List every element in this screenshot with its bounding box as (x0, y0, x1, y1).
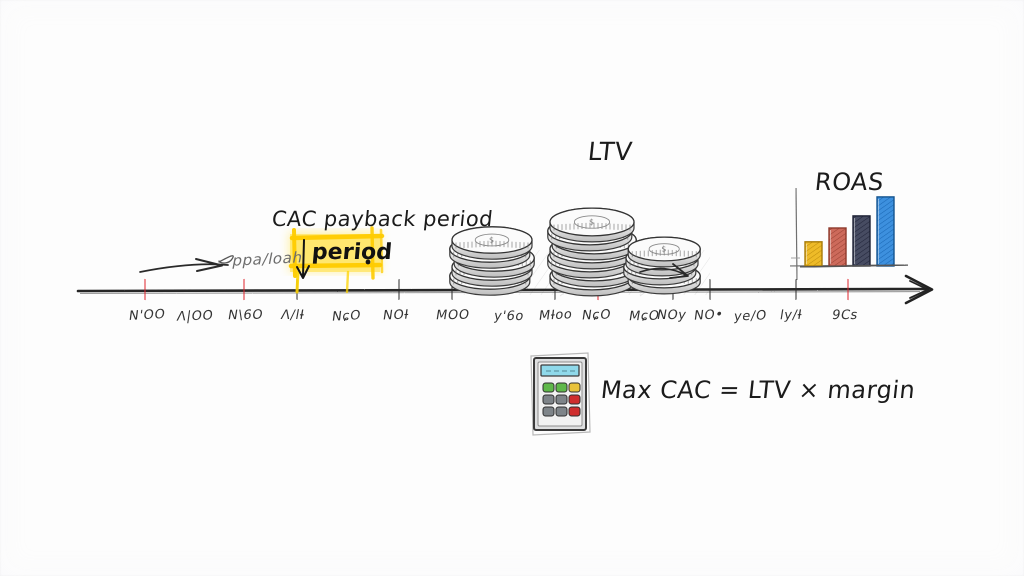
coin-face (549, 207, 635, 237)
roas-label: ROAS (813, 168, 886, 196)
calculator-button (542, 394, 555, 405)
ltv-label: LTV (586, 137, 634, 166)
roas-chart (789, 187, 909, 281)
max-cac-formula: Max CAC = LTV × margin (599, 376, 917, 404)
cac-payback-title: CAC payback period (270, 207, 495, 231)
timeline-tick-label: Λ|OO (175, 308, 215, 325)
timeline-tick (846, 278, 850, 301)
scribble-note: ppa/loah (230, 248, 305, 270)
timeline-tick-label: уе/O (732, 308, 768, 325)
timeline-tick-label: N'OO (127, 307, 167, 324)
timeline-tick-label: NɕO (330, 308, 362, 325)
coin-face (627, 236, 701, 262)
timeline-tick-label: NO• (692, 307, 725, 324)
svg-text:$: $ (489, 236, 494, 245)
down-arrow-icon (296, 239, 310, 279)
timeline-tick-label: NOƗ (381, 307, 410, 324)
timeline-tick-label: MƗοo (537, 307, 574, 324)
coin-stacks: $ $ $ (449, 207, 701, 297)
svg-text:$: $ (589, 218, 594, 227)
calculator-button (555, 406, 568, 417)
roas-bars (799, 196, 909, 268)
coins-pointer-arrow (639, 263, 689, 279)
timeline-tick-label: N\6O (226, 307, 265, 324)
calculator-icon (530, 352, 591, 436)
timeline-tick (143, 278, 147, 301)
roas-y-axis (795, 187, 798, 281)
highlight-word[interactable]: period (310, 240, 394, 265)
svg-text:$: $ (661, 245, 666, 254)
calculator-button (555, 394, 568, 405)
calculator-button (542, 382, 555, 393)
timeline-tick-label: Λ/lƗ (279, 308, 306, 323)
timeline-tick-label: NɕO (580, 307, 613, 324)
calculator-button (568, 382, 581, 393)
timeline-tick (397, 279, 401, 300)
timeline-tick-label: MOO (434, 307, 471, 324)
calculator-button (568, 394, 581, 405)
timeline-tick (242, 278, 246, 301)
timeline-tick (708, 279, 712, 300)
scribble-arrow (139, 255, 234, 273)
calculator-buttons (542, 382, 581, 417)
timeline-tick-label: у'6ο (492, 309, 526, 324)
calculator-button (568, 406, 581, 417)
highlight-box[interactable] (288, 226, 385, 294)
calculator-button (542, 406, 555, 417)
timeline-tick-label: NOу (655, 308, 688, 323)
timeline-tick (794, 279, 798, 300)
timeline-tick-label: 9Сѕ (830, 308, 860, 323)
timeline-tick-label: lу/Ɨ (778, 307, 804, 324)
calculator-button (555, 382, 568, 393)
